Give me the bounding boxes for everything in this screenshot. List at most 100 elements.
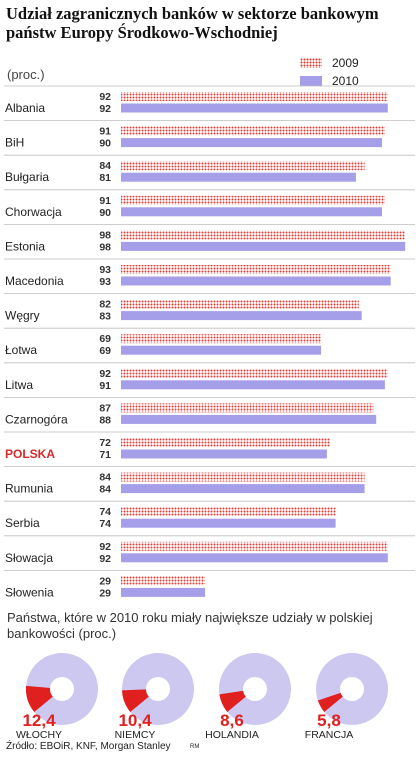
- value-label-2009-14: 29: [99, 575, 111, 587]
- value-label-2009-3: 91: [99, 195, 111, 207]
- category-label-11: Rumunia: [5, 482, 53, 496]
- pie-hole-1: [146, 677, 170, 701]
- bar-2009-4: [121, 230, 406, 240]
- value-label-2010-11: 84: [99, 484, 111, 496]
- bar-2009-9: [121, 403, 374, 413]
- value-label-2009-4: 98: [99, 229, 111, 241]
- value-label-2010-7: 69: [99, 345, 111, 357]
- value-label-2010-1: 90: [99, 138, 111, 150]
- value-label-2010-12: 74: [99, 518, 111, 530]
- pie-value-label-2: 8,6: [220, 711, 244, 730]
- bar-2009-2: [121, 161, 365, 171]
- category-label-7: Łotwa: [5, 343, 37, 357]
- category-label-3: Chorwacja: [5, 205, 62, 219]
- bar-2010-2: [121, 172, 356, 182]
- bar-2010-9: [121, 414, 377, 424]
- category-label-10: POLSKA: [5, 447, 55, 461]
- pie-hole-2: [243, 677, 267, 701]
- bar-2009-13: [121, 541, 388, 551]
- bar-2009-6: [121, 299, 359, 309]
- value-label-2009-2: 84: [99, 160, 111, 172]
- bar-2009-12: [121, 507, 336, 517]
- pie-category-label-1: NIEMCY: [115, 729, 156, 741]
- legend-label-2010: 2010: [332, 74, 359, 88]
- value-label-2009-7: 69: [99, 333, 111, 345]
- pie-category-label-2: HOLANDIA: [205, 729, 259, 741]
- category-label-13: Słowacja: [5, 551, 53, 565]
- bar-2010-8: [121, 380, 385, 390]
- value-label-2010-13: 92: [99, 553, 111, 565]
- category-label-0: Albania: [5, 101, 45, 115]
- value-label-2009-6: 82: [99, 299, 111, 311]
- value-label-2009-9: 87: [99, 402, 111, 414]
- bar-2010-13: [121, 553, 388, 563]
- bar-2009-3: [121, 195, 385, 205]
- value-label-2010-8: 91: [99, 380, 111, 392]
- value-label-2009-11: 84: [99, 472, 111, 484]
- bar-chart: 9292Albania9190BiH8481Bułgaria9190Chorwa…: [4, 85, 415, 599]
- category-label-14: Słowenia: [5, 585, 54, 599]
- category-label-6: Węgry: [5, 309, 40, 323]
- legend: 2009 2010: [300, 54, 410, 90]
- legend-label-2009: 2009: [332, 56, 359, 70]
- author-credit: RM: [190, 744, 200, 750]
- value-label-2010-5: 93: [99, 276, 111, 288]
- value-label-2010-10: 71: [99, 449, 111, 461]
- bar-2010-11: [121, 484, 365, 494]
- bar-2010-4: [121, 241, 406, 251]
- bar-2009-0: [121, 92, 388, 101]
- bar-2009-7: [121, 334, 322, 344]
- bar-2010-3: [121, 207, 382, 217]
- bar-2009-8: [121, 368, 388, 378]
- pie-value-label-0: 12,4: [22, 711, 56, 730]
- bar-2010-7: [121, 345, 322, 355]
- value-label-2010-9: 88: [99, 414, 111, 426]
- value-label-2009-8: 92: [99, 368, 111, 380]
- legend-item-2010: 2010: [300, 72, 410, 90]
- category-label-5: Macedonia: [5, 274, 64, 288]
- value-label-2009-10: 72: [99, 437, 111, 449]
- value-label-2010-4: 98: [99, 241, 111, 253]
- legend-swatch-2009: [300, 58, 322, 68]
- category-label-4: Estonia: [5, 239, 45, 253]
- category-label-2: Bułgaria: [5, 170, 49, 184]
- bar-2009-1: [121, 126, 385, 136]
- pie-hole-0: [50, 677, 74, 701]
- bar-2010-12: [121, 518, 336, 528]
- value-label-2010-3: 90: [99, 207, 111, 219]
- pie-category-label-0: WŁOCHY: [16, 729, 62, 741]
- pie-value-label-1: 10,4: [118, 711, 152, 730]
- bar-2009-5: [121, 265, 391, 274]
- pie-category-label-3: FRANCJA: [305, 729, 353, 741]
- bar-2009-10: [121, 438, 330, 447]
- value-label-2010-2: 81: [99, 172, 111, 184]
- bar-2010-1: [121, 138, 382, 148]
- value-label-2009-0: 92: [99, 91, 111, 103]
- category-label-1: BiH: [5, 136, 24, 150]
- value-label-2009-1: 91: [99, 126, 111, 138]
- value-label-2009-13: 92: [99, 541, 111, 553]
- bar-2010-14: [121, 587, 206, 597]
- legend-item-2009: 2009: [300, 54, 410, 72]
- value-label-2009-12: 74: [99, 506, 111, 518]
- value-label-2009-5: 93: [99, 264, 111, 276]
- bar-2010-5: [121, 276, 391, 286]
- bar-2010-6: [121, 311, 362, 321]
- category-label-9: Czarnogóra: [5, 412, 68, 426]
- unit-label: (proc.): [7, 67, 45, 82]
- value-label-2010-0: 92: [99, 103, 111, 115]
- pie-hole-3: [340, 677, 364, 701]
- category-label-8: Litwa: [5, 378, 33, 392]
- chart-title: Udział zagranicznych banków w sektorze b…: [6, 4, 379, 42]
- pie-heading: Państwa, które w 2010 roku miały najwięk…: [7, 610, 373, 641]
- value-label-2010-6: 83: [99, 311, 111, 323]
- bar-2010-10: [121, 449, 327, 459]
- bar-2010-0: [121, 103, 388, 113]
- source-note: Źródło: EBOiR, KNF, Morgan Stanley: [6, 741, 171, 752]
- value-label-2010-14: 29: [99, 587, 111, 599]
- legend-swatch-2010: [300, 76, 322, 86]
- pie-value-label-3: 5,8: [317, 711, 341, 730]
- bar-2009-11: [121, 472, 365, 482]
- bar-2009-14: [121, 576, 206, 586]
